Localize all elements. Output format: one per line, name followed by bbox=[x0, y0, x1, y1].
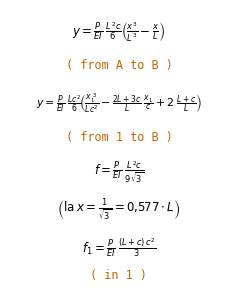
Text: $y = \frac{P}{EI}\;\frac{L^2c}{6}\left(\frac{x^3}{L^3} - \frac{x}{L}\right)$: $y = \frac{P}{EI}\;\frac{L^2c}{6}\left(\… bbox=[72, 20, 166, 44]
Text: ( from 1 to B ): ( from 1 to B ) bbox=[65, 130, 172, 144]
Text: $f = \frac{P}{EI}\;\frac{L^2c}{9\sqrt{3}}$: $f = \frac{P}{EI}\;\frac{L^2c}{9\sqrt{3}… bbox=[94, 159, 144, 185]
Text: $y = \frac{P}{EI}\;\frac{Lc^2}{6}\!\left(\frac{x_1^{\;3}}{Lc^2} - \frac{2L+3c}{L: $y = \frac{P}{EI}\;\frac{Lc^2}{6}\!\left… bbox=[36, 91, 202, 115]
Text: $f_1 = \frac{P}{EI}\;\frac{(L+c)\,c^2}{3}$: $f_1 = \frac{P}{EI}\;\frac{(L+c)\,c^2}{3… bbox=[82, 237, 156, 259]
Text: ( from A to B ): ( from A to B ) bbox=[65, 59, 172, 71]
Text: $\left(\mathrm{la}\;x = \frac{1}{\sqrt{3}} = 0{,}577 \cdot L\right)$: $\left(\mathrm{la}\;x = \frac{1}{\sqrt{3… bbox=[57, 197, 181, 223]
Text: ( in 1 ): ( in 1 ) bbox=[91, 268, 147, 282]
